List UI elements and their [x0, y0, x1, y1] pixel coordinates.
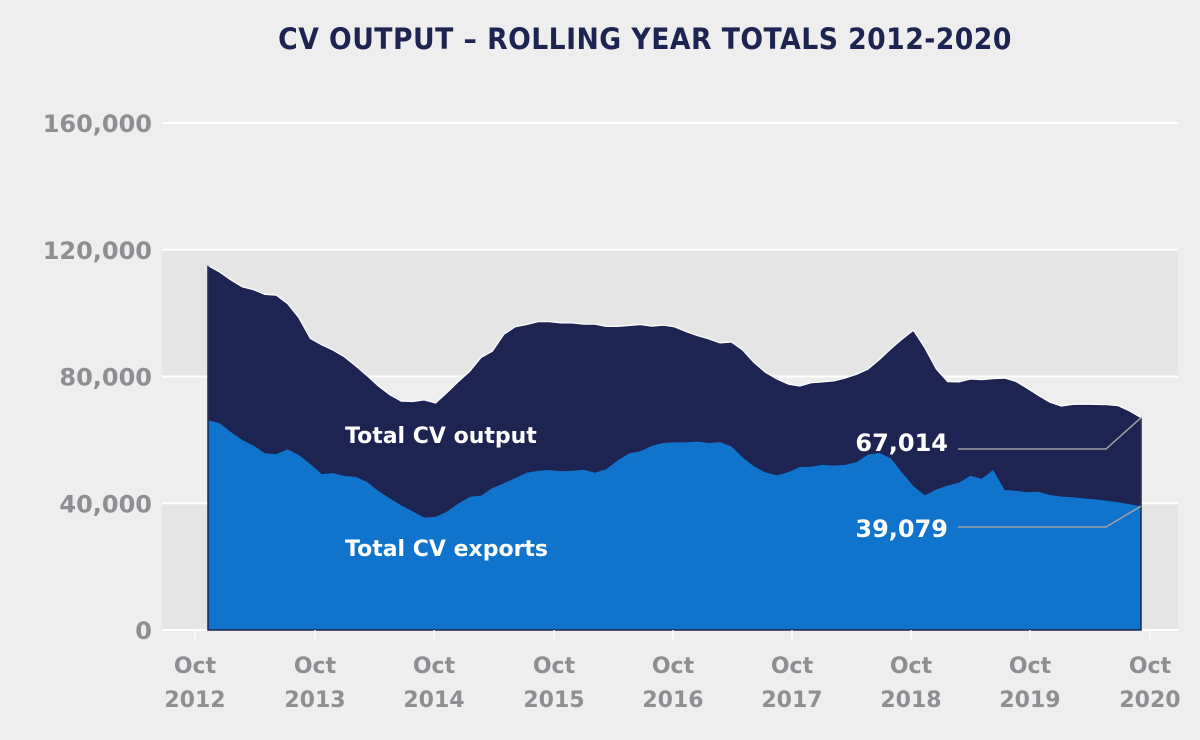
y-tick-label: 0 [135, 617, 152, 645]
x-tick-label-month: Oct [174, 654, 217, 679]
y-tick-label: 160,000 [43, 110, 152, 138]
x-tick-label-month: Oct [1129, 654, 1172, 679]
x-tick-label-month: Oct [413, 654, 456, 679]
connector-exports [958, 505, 1142, 528]
x-axis: Oct 2012 Oct 2013 Oct 2014 Oct 2015 Oct 2016 Oct 20… [164, 630, 1181, 713]
series-labels: Total CV output Total CV exports 67,014 … [345, 424, 948, 562]
x-tick-label-year: 2013 [284, 688, 345, 713]
area-total-cv-exports [208, 420, 1141, 630]
series-label-exports: Total CV exports [345, 537, 548, 562]
x-tick-label-year: 2019 [999, 688, 1060, 713]
x-tick-label-year: 2018 [880, 688, 941, 713]
y-axis: 0 40,000 80,000 120,000 160,000 [43, 110, 152, 645]
x-tick-label-year: 2020 [1119, 688, 1180, 713]
x-tick-label-year: 2016 [642, 688, 703, 713]
series-areas [207, 265, 1142, 631]
x-tick-label-month: Oct [890, 654, 933, 679]
annotation-connectors [958, 417, 1142, 528]
x-tick-label-year: 2017 [761, 688, 822, 713]
y-tick-label: 120,000 [43, 237, 152, 265]
chart-title: CV OUTPUT – ROLLING YEAR TOTALS 2012-202… [278, 22, 1012, 56]
x-tick-label-year: 2014 [403, 688, 464, 713]
x-tick-label-month: Oct [652, 654, 695, 679]
series-label-output: Total CV output [345, 424, 537, 449]
y-tick-label: 80,000 [59, 364, 152, 392]
x-tick-label-month: Oct [1009, 654, 1052, 679]
x-tick-label-month: Oct [294, 654, 337, 679]
connector-output [958, 417, 1142, 450]
x-tick-label-year: 2012 [164, 688, 225, 713]
x-tick-label-month: Oct [533, 654, 576, 679]
x-tick-label-year: 2015 [523, 688, 584, 713]
end-value-label-exports: 39,079 [855, 515, 948, 543]
end-value-label-output: 67,014 [855, 429, 948, 457]
y-tick-label: 40,000 [59, 490, 152, 518]
x-tick-label-month: Oct [771, 654, 814, 679]
area-outline [207, 265, 1142, 631]
